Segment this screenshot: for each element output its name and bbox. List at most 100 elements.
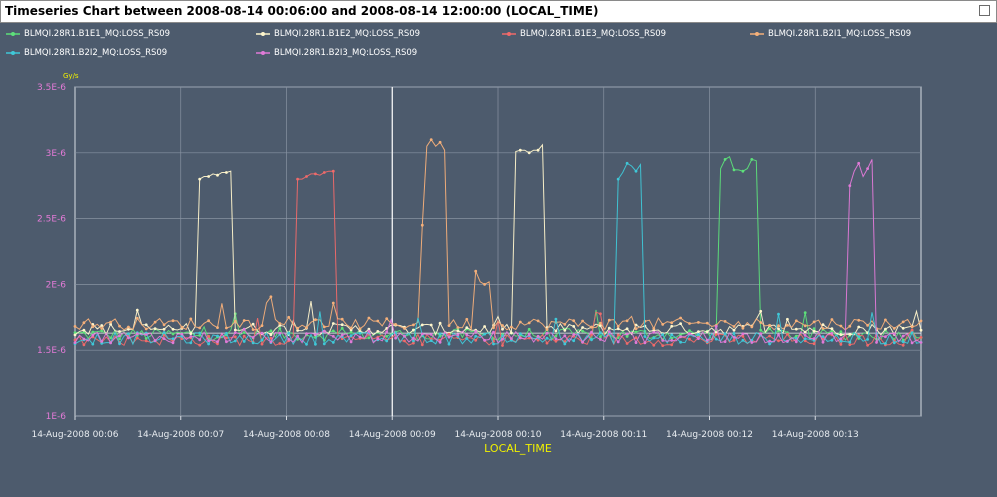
series-point bbox=[91, 333, 95, 337]
x-axis-label: LOCAL_TIME bbox=[484, 442, 552, 455]
series-point bbox=[233, 328, 237, 332]
series-point bbox=[207, 339, 211, 343]
series-point bbox=[198, 177, 202, 181]
series-point bbox=[581, 340, 584, 344]
series-point bbox=[688, 332, 691, 336]
series-point bbox=[563, 323, 567, 326]
series-point bbox=[688, 337, 691, 341]
series-point bbox=[803, 339, 807, 343]
series-point bbox=[634, 327, 638, 331]
series-point bbox=[100, 327, 104, 330]
series-point bbox=[456, 326, 460, 329]
series-point bbox=[518, 148, 522, 152]
series-point bbox=[714, 337, 718, 341]
series-point bbox=[697, 337, 700, 340]
series-point bbox=[634, 336, 638, 340]
y-tick-label: 3E-6 bbox=[46, 149, 67, 159]
series-point bbox=[403, 327, 406, 330]
series-point bbox=[225, 171, 228, 174]
series-point bbox=[910, 331, 914, 334]
series-point bbox=[768, 334, 771, 338]
legend-item[interactable]: BLMQI.28R1.B1E1_MQ:LOSS_RS09 bbox=[6, 27, 170, 41]
series-point bbox=[429, 339, 433, 342]
series-point bbox=[144, 333, 148, 336]
series-point bbox=[216, 342, 219, 346]
series-point bbox=[118, 324, 121, 328]
legend-item[interactable]: BLMQI.28R1.B1E3_MQ:LOSS_RS09 bbox=[502, 27, 666, 41]
window-close-box[interactable] bbox=[979, 5, 990, 16]
series-point bbox=[652, 343, 656, 347]
series-point bbox=[135, 308, 139, 312]
series-point bbox=[732, 336, 736, 339]
window-title: Timeseries Chart between 2008-08-14 00:0… bbox=[5, 4, 599, 18]
series-point bbox=[661, 339, 665, 342]
series-point bbox=[554, 334, 558, 338]
series-point bbox=[812, 320, 816, 324]
series-point bbox=[830, 329, 834, 333]
series-point bbox=[340, 326, 344, 330]
series-point bbox=[723, 340, 727, 343]
series-point bbox=[830, 332, 834, 335]
legend-label: BLMQI.28R1.B2I2_MQ:LOSS_RS09 bbox=[24, 48, 168, 58]
series-point bbox=[812, 342, 816, 346]
series-point bbox=[786, 339, 789, 343]
series-point bbox=[705, 321, 709, 325]
series-point bbox=[376, 330, 380, 333]
series-point bbox=[616, 333, 620, 337]
series-point bbox=[510, 337, 513, 340]
legend-item[interactable]: BLMQI.28R1.B2I2_MQ:LOSS_RS09 bbox=[6, 46, 167, 60]
window-titlebar: Timeseries Chart between 2008-08-14 00:0… bbox=[0, 0, 997, 23]
series-point bbox=[171, 337, 175, 341]
series-point bbox=[207, 342, 211, 346]
series-point bbox=[741, 338, 745, 342]
series-point bbox=[812, 337, 816, 341]
legend-item[interactable]: BLMQI.28R1.B2I1_MQ:LOSS_RS09 bbox=[750, 27, 911, 41]
series-point bbox=[697, 321, 700, 324]
series-point bbox=[732, 168, 736, 172]
series-point bbox=[794, 334, 798, 338]
series-point bbox=[679, 316, 682, 320]
series-point bbox=[634, 330, 638, 334]
series-point bbox=[750, 158, 754, 161]
series-point bbox=[429, 333, 433, 336]
series-point bbox=[144, 337, 148, 340]
series-point bbox=[599, 324, 602, 328]
series-point bbox=[652, 331, 656, 334]
series-point bbox=[296, 334, 299, 338]
series-point bbox=[803, 337, 807, 340]
series-point bbox=[839, 337, 843, 341]
series-point bbox=[786, 317, 789, 321]
series-point bbox=[305, 326, 308, 329]
series-point bbox=[803, 334, 807, 337]
series-point bbox=[367, 316, 371, 320]
series-point bbox=[723, 332, 727, 336]
series-point bbox=[652, 327, 656, 330]
series-point bbox=[420, 323, 424, 327]
series-point bbox=[465, 337, 469, 340]
series-point bbox=[331, 322, 335, 325]
series-point bbox=[135, 332, 139, 336]
series-point bbox=[349, 334, 353, 337]
series-point bbox=[296, 329, 299, 332]
series-point bbox=[251, 322, 255, 326]
series-point bbox=[278, 342, 282, 345]
series-point bbox=[581, 329, 584, 333]
series-point bbox=[518, 336, 522, 340]
series-point bbox=[492, 326, 495, 330]
legend-item[interactable]: BLMQI.28R1.B1E2_MQ:LOSS_RS09 bbox=[256, 27, 420, 41]
series-point bbox=[572, 319, 576, 323]
series-point bbox=[892, 332, 896, 335]
series-point bbox=[456, 329, 460, 333]
legend-item[interactable]: BLMQI.28R1.B2I3_MQ:LOSS_RS09 bbox=[256, 46, 417, 60]
series-point bbox=[527, 151, 531, 155]
series-point bbox=[456, 333, 460, 337]
series-point bbox=[118, 337, 121, 341]
series-point bbox=[340, 323, 344, 327]
series-point bbox=[518, 332, 522, 336]
series-point bbox=[180, 325, 184, 329]
series-point bbox=[545, 331, 549, 335]
series-point bbox=[429, 138, 433, 142]
series-point bbox=[705, 338, 709, 342]
series-point bbox=[126, 336, 130, 340]
